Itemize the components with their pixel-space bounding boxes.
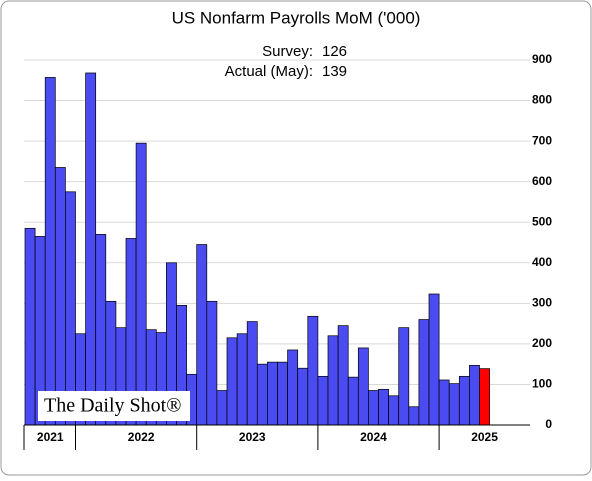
bar (438, 379, 450, 426)
bar (206, 300, 218, 426)
bar (388, 395, 400, 426)
x-tick-label: 2022 (128, 430, 155, 444)
annotation-value: 126 (322, 43, 347, 60)
bar (44, 77, 56, 426)
bar (458, 375, 470, 426)
x-tick-label: 2024 (360, 430, 387, 444)
bar (256, 363, 268, 426)
y-tick-label: 600 (532, 174, 552, 188)
y-tick-label: 200 (532, 336, 552, 350)
bar (54, 167, 66, 426)
y-tick-label: 300 (532, 296, 552, 310)
bar (297, 367, 309, 426)
bar (479, 368, 490, 426)
bar (378, 388, 389, 426)
annotation-value: 139 (322, 63, 347, 80)
y-tick-label: 0 (545, 417, 552, 431)
annotation-label: Actual (May): (225, 63, 313, 80)
bar (135, 142, 147, 426)
logo: The Daily Shot® (44, 395, 181, 417)
annotation-label: Survey: (262, 43, 313, 60)
annotations: Survey: 126 Actual (May): 139 (225, 43, 347, 80)
bar (65, 191, 76, 426)
bar (85, 72, 97, 426)
bar (216, 390, 228, 426)
bar (226, 337, 238, 426)
bar (428, 293, 440, 426)
bar (277, 361, 288, 426)
y-tick-label: 800 (532, 93, 552, 107)
bar (246, 321, 258, 426)
bar (368, 390, 379, 426)
y-tick-label: 700 (532, 133, 552, 147)
bar (448, 383, 460, 426)
bar (469, 365, 480, 426)
y-tick-label: 500 (532, 214, 552, 228)
bar (196, 244, 208, 426)
y-tick-label: 100 (532, 377, 552, 391)
x-tick-label: 2025 (471, 430, 498, 444)
bar (337, 325, 349, 426)
bar (317, 375, 329, 426)
plot: 0 100 200 300 400 500 600 700 800 900 2021 2022 2023… (23, 52, 552, 450)
bar (327, 335, 339, 426)
y-tick-label: 400 (532, 255, 552, 269)
x-tick-label: 2021 (37, 430, 64, 444)
bar (287, 349, 299, 426)
bar (236, 333, 248, 426)
bar (398, 327, 410, 426)
bar (357, 347, 369, 426)
bar (267, 361, 278, 426)
y-tick-label: 900 (532, 52, 552, 66)
x-tick-label: 2023 (239, 430, 266, 444)
bar (418, 319, 430, 426)
bar (408, 406, 420, 426)
bar (24, 227, 36, 426)
logo-box (38, 391, 190, 421)
chart-title: US Nonfarm Payrolls MoM ('000) (172, 8, 421, 27)
bar (307, 315, 319, 426)
bar (347, 376, 359, 426)
